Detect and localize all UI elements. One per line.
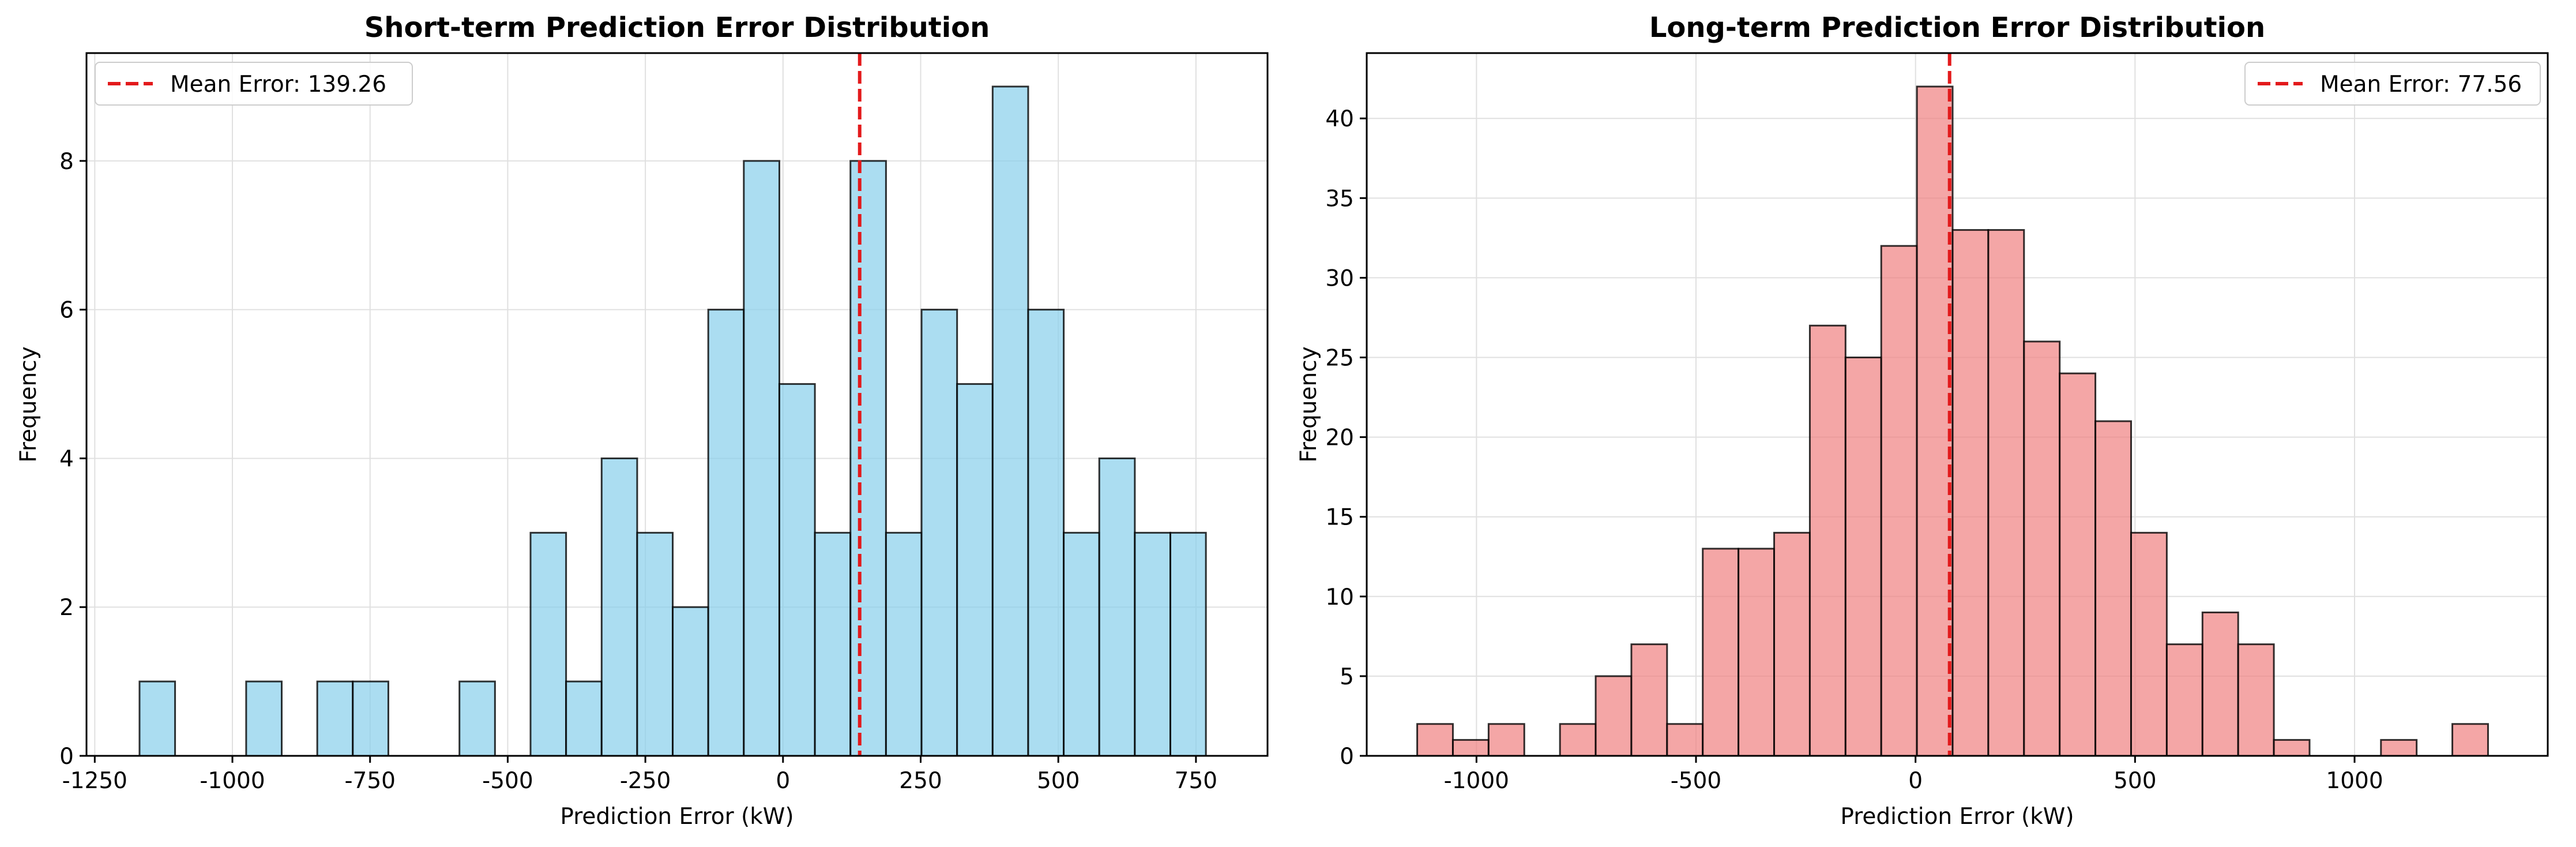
- y-axis-label: Frequency: [16, 346, 42, 462]
- axes-frame: [1366, 52, 2549, 757]
- chart-title: Short-term Prediction Error Distribution: [364, 12, 990, 44]
- histogram-bar: [1702, 548, 1740, 757]
- y-tick-label: 5: [1340, 664, 1354, 690]
- histogram-bar: [1951, 229, 1990, 757]
- histogram-bar: [920, 309, 958, 757]
- x-tick-label: 1000: [2326, 768, 2383, 794]
- y-tick-label: 0: [1340, 744, 1354, 770]
- y-tick-label: 2: [59, 595, 74, 621]
- histogram-bar: [1808, 324, 1847, 757]
- histogram-bar: [885, 531, 923, 757]
- x-tick-label: 0: [776, 768, 790, 794]
- x-axis-label: Prediction Error (kW): [1840, 804, 2074, 830]
- histogram-bar: [1063, 531, 1100, 757]
- histogram-bar: [1738, 548, 1776, 757]
- histogram-bar: [1880, 245, 1918, 757]
- y-tick-label: 6: [59, 298, 74, 324]
- histogram-bar: [600, 457, 638, 757]
- histogram-bar: [849, 160, 887, 757]
- histogram-bar: [2380, 739, 2418, 757]
- histogram-bar: [814, 531, 852, 757]
- histogram-bar: [778, 383, 816, 757]
- x-tick-label: -500: [482, 768, 533, 794]
- x-axis-label: Prediction Error (kW): [560, 804, 794, 830]
- histogram-bar: [1916, 85, 1954, 757]
- histogram-bar: [245, 680, 283, 757]
- histogram-bar: [1773, 531, 1811, 757]
- histogram-bar: [1595, 675, 1633, 757]
- histogram-bar: [1169, 531, 1207, 757]
- x-tick-label: 750: [1175, 768, 1217, 794]
- x-tick-label: -750: [344, 768, 396, 794]
- y-tick-label: 4: [59, 446, 74, 472]
- x-tick-label: -1250: [62, 768, 127, 794]
- x-tick-label: -500: [1671, 768, 1722, 794]
- legend: Mean Error: 139.26: [95, 62, 413, 106]
- y-tick-label: 30: [1325, 265, 1354, 291]
- histogram-bar: [2023, 340, 2061, 757]
- histogram-bar: [458, 680, 496, 757]
- chart-panel-2: -1000 -500 0 500 1000 0 5 10 15 20 25 30 35 40 Long-te…: [1296, 12, 2549, 830]
- legend-label: Mean Error: 77.56: [2320, 72, 2522, 98]
- axes-frame: [85, 52, 1269, 757]
- histogram-bar: [529, 531, 567, 757]
- x-tick-label: -250: [620, 768, 671, 794]
- y-tick-label: 20: [1325, 425, 1354, 451]
- histogram-bar: [1098, 457, 1136, 757]
- legend-box: [2244, 62, 2541, 106]
- legend: Mean Error: 77.56: [2244, 62, 2541, 106]
- histogram-bar: [2237, 643, 2275, 757]
- histogram-bar: [352, 680, 389, 757]
- histogram-bar: [672, 606, 709, 757]
- histogram-bar: [2451, 723, 2489, 757]
- histogram-bar: [2165, 643, 2203, 757]
- y-tick-label: 35: [1325, 186, 1354, 212]
- y-tick-label: 40: [1325, 106, 1354, 132]
- chart-title: Long-term Prediction Error Distribution: [1649, 12, 2265, 44]
- histogram-bar: [636, 531, 674, 757]
- x-tick-label: -1000: [200, 768, 265, 794]
- histogram-bar: [956, 383, 994, 757]
- histogram-bar: [1416, 723, 1454, 757]
- histogram-bar: [1487, 723, 1525, 757]
- x-tick-label: -1000: [1444, 768, 1509, 794]
- x-tick-label: 0: [1908, 768, 1923, 794]
- y-tick-label: 10: [1325, 584, 1354, 610]
- histogram-bar: [1559, 723, 1597, 757]
- histogram-bar: [2130, 531, 2168, 757]
- histogram-bar: [2094, 420, 2132, 757]
- y-tick-label: 25: [1325, 346, 1354, 372]
- x-tick-label: 500: [2114, 768, 2156, 794]
- legend-box: [95, 62, 413, 106]
- y-tick-label: 15: [1325, 505, 1354, 531]
- x-tick-label: 500: [1037, 768, 1080, 794]
- y-tick-label: 8: [59, 149, 74, 175]
- histogram-bar: [1987, 229, 2025, 757]
- histogram-bar: [1844, 357, 1882, 757]
- histogram-bar: [1027, 309, 1065, 757]
- histogram-bar: [1630, 643, 1668, 757]
- y-tick-label: 0: [59, 744, 74, 770]
- histogram-bar: [1134, 531, 1172, 757]
- y-axis-label: Frequency: [1296, 346, 1322, 462]
- histogram-bar: [2059, 372, 2097, 757]
- histogram-bar: [1451, 739, 1490, 757]
- x-tick-label: 250: [899, 768, 942, 794]
- legend-label: Mean Error: 139.26: [170, 72, 386, 98]
- histogram-bar: [707, 309, 745, 757]
- histogram-bar: [316, 680, 354, 757]
- chart-panel-1: -1250 -1000 -750 -500 -250 0 250 500 750 0 2 4 6 8 Sho…: [16, 12, 1269, 830]
- histogram-bar: [138, 680, 176, 757]
- histogram-bar: [743, 160, 780, 757]
- histogram-bar: [991, 85, 1029, 757]
- histogram-bar: [2201, 611, 2239, 757]
- histogram-bar: [1666, 723, 1704, 757]
- histogram-bar: [2273, 739, 2311, 757]
- histogram-bar: [565, 680, 603, 757]
